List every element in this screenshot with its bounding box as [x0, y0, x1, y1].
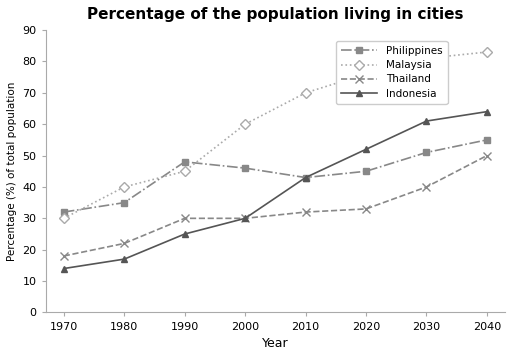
Malaysia [423, 56, 430, 60]
Thailand [484, 154, 490, 158]
Philippines [303, 175, 309, 180]
Indonesia [423, 119, 430, 123]
Malaysia [484, 50, 490, 54]
Malaysia [61, 216, 67, 221]
Line: Malaysia: Malaysia [60, 49, 490, 222]
Philippines [182, 160, 188, 164]
Philippines [61, 210, 67, 214]
Legend: Philippines, Malaysia, Thailand, Indonesia: Philippines, Malaysia, Thailand, Indones… [336, 41, 447, 104]
Malaysia [121, 185, 127, 189]
Thailand [303, 210, 309, 214]
Thailand [242, 216, 248, 221]
Malaysia [182, 169, 188, 174]
Malaysia [363, 72, 369, 76]
Y-axis label: Percentage (%) of total population: Percentage (%) of total population [7, 82, 17, 261]
Thailand [182, 216, 188, 221]
Indonesia [61, 266, 67, 271]
Indonesia [303, 175, 309, 180]
Thailand [121, 241, 127, 246]
Title: Percentage of the population living in cities: Percentage of the population living in c… [87, 7, 463, 22]
Line: Indonesia: Indonesia [60, 108, 490, 272]
Philippines [121, 201, 127, 205]
Malaysia [242, 122, 248, 126]
Indonesia [484, 110, 490, 114]
Line: Philippines: Philippines [61, 137, 489, 215]
Indonesia [363, 147, 369, 151]
Philippines [484, 138, 490, 142]
Indonesia [242, 216, 248, 221]
Malaysia [303, 91, 309, 95]
Thailand [363, 207, 369, 211]
Indonesia [182, 232, 188, 236]
Philippines [363, 169, 369, 174]
Philippines [242, 166, 248, 170]
Thailand [61, 254, 67, 258]
Philippines [423, 150, 430, 155]
Thailand [423, 185, 430, 189]
X-axis label: Year: Year [262, 337, 289, 350]
Indonesia [121, 257, 127, 261]
Line: Thailand: Thailand [59, 151, 491, 260]
